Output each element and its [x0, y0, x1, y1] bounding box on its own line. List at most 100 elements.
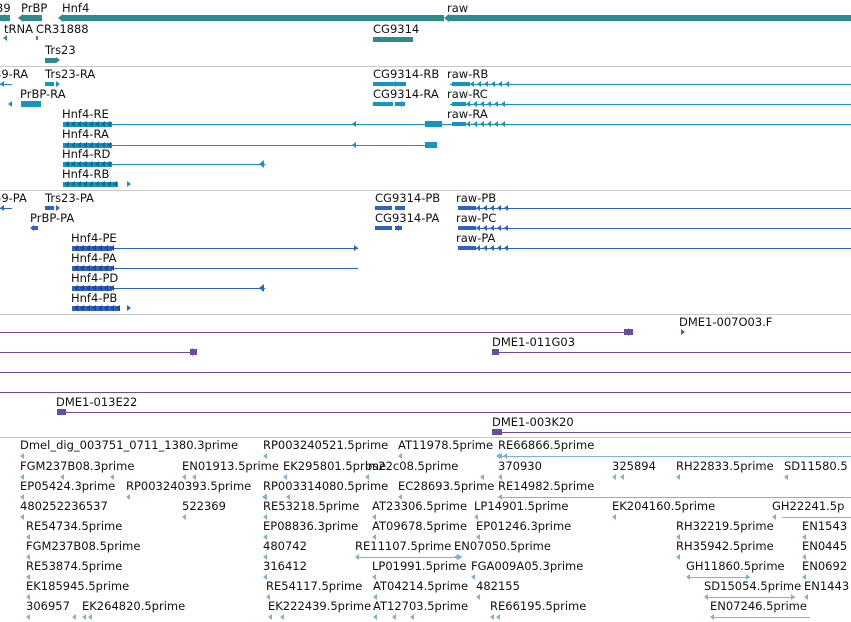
feature-label-re53218-5prime[interactable]: RE53218.5prime [263, 499, 360, 513]
gene-feature[interactable] [36, 36, 38, 40]
feature-label-re66195-5prime[interactable]: RE66195.5prime [490, 599, 587, 613]
gene-feature[interactable] [449, 15, 851, 21]
gene-feature[interactable] [45, 57, 56, 63]
exon-block[interactable] [373, 102, 393, 106]
feature-label-ek264820-5prime[interactable]: EK264820.5prime [82, 599, 186, 613]
feature-label-en1543[interactable]: EN1543 [802, 519, 848, 533]
feature-label-trs23[interactable]: Trs23 [45, 43, 76, 57]
exon-block[interactable] [32, 226, 38, 230]
feature-label-en0692[interactable]: EN0692 [802, 559, 848, 573]
feature-label-ec28693-5prime[interactable]: EC28693.5prime [398, 479, 495, 493]
feature-label-re53874-5prime[interactable]: RE53874.5prime [26, 559, 123, 573]
feature-label-cg9314-pa[interactable]: CG9314-PA [375, 211, 440, 225]
feature-label-ek185945-5prime[interactable]: EK185945.5prime [26, 579, 130, 593]
feature-label-ek204160-5prime[interactable]: EK204160.5prime [612, 499, 716, 513]
feature-label-rp003240521-5prime[interactable]: RP003240521.5prime [263, 438, 389, 452]
feature-label-trna[interactable]: tRNA [4, 22, 33, 36]
exon-block[interactable] [458, 226, 476, 230]
feature-label-ep05424-3prime[interactable]: EP05424.3prime [20, 479, 116, 493]
feature-label-dme1-003k20[interactable]: DME1-003K20 [492, 415, 574, 429]
feature-label-gh22241-5p[interactable]: GH22241.5p [772, 499, 845, 513]
feature-label-hnf4[interactable]: Hnf4 [62, 1, 90, 15]
feature-label-hnf4-ra[interactable]: Hnf4-RA [62, 127, 109, 141]
feature-label-lp01991-5prime[interactable]: LP01991.5prime [372, 559, 467, 573]
gene-feature[interactable] [63, 15, 444, 21]
feature-label-ek295801-5prime[interactable]: EK295801.5prime [283, 459, 387, 473]
feature-label-ep01246-3prime[interactable]: EP01246.3prime [476, 519, 572, 533]
feature-label-39[interactable]: 39 [0, 1, 11, 15]
feature-label-dme1-007o03-f[interactable]: DME1-007O03.F [679, 315, 773, 329]
feature-label-482155[interactable]: 482155 [476, 579, 520, 593]
exon-block[interactable] [393, 82, 406, 86]
exon-block[interactable] [375, 226, 392, 230]
feature-label-gh11860-5prime[interactable]: GH11860.5prime [686, 559, 785, 573]
feature-label-at12703-5prime[interactable]: AT12703.5prime [373, 599, 469, 613]
exon-block[interactable] [21, 101, 41, 107]
feature-label-dme1-013e22[interactable]: DME1-013E22 [56, 395, 138, 409]
gene-feature[interactable] [373, 36, 413, 42]
feature-label-fgm237b08-3prime[interactable]: FGM237B08.3prime [20, 459, 135, 473]
feature-label-re14982-5prime[interactable]: RE14982.5prime [498, 479, 595, 493]
feature-label-cg9314-rb[interactable]: CG9314-RB [373, 67, 440, 81]
feature-label-cr31888[interactable]: CR31888 [36, 22, 89, 36]
feature-label-at23306-5prime[interactable]: AT23306.5prime [372, 499, 468, 513]
feature-label-lp14901-5prime[interactable]: LP14901.5prime [474, 499, 569, 513]
exon-block[interactable] [452, 82, 470, 86]
feature-label-at11978-5prime[interactable]: AT11978.5prime [398, 438, 494, 452]
feature-label-raw-rc[interactable]: raw-RC [447, 87, 488, 101]
feature-label-prbp[interactable]: PrBP [21, 1, 48, 15]
feature-label-fga009a05-3prime[interactable]: FGA009A05.3prime [471, 559, 584, 573]
feature-label-re54117-5prime[interactable]: RE54117.5prime [266, 579, 363, 593]
feature-label-rh22833-5prime[interactable]: RH22833.5prime [676, 459, 774, 473]
exon-block[interactable] [452, 102, 466, 106]
feature-label-en01913-5prime[interactable]: EN01913.5prime [182, 459, 279, 473]
exon-block[interactable] [452, 122, 466, 126]
feature-label-316412[interactable]: 316412 [263, 559, 307, 573]
feature-label-raw-pa[interactable]: raw-PA [456, 231, 496, 245]
feature-label-en07050-5prime[interactable]: EN07050.5prime [454, 539, 551, 553]
feature-label-at04214-5prime[interactable]: AT04214.5prime [373, 579, 469, 593]
feature-label-en0445[interactable]: EN0445 [802, 539, 848, 553]
feature-label-prbp-ra[interactable]: PrBP-RA [20, 87, 66, 101]
feature-label-522369[interactable]: 522369 [182, 499, 226, 513]
feature-label-raw-ra[interactable]: raw-RA [447, 107, 488, 121]
feature-label-cg9314-pb[interactable]: CG9314-PB [375, 191, 441, 205]
feature-label-rh35942-5prime[interactable]: RH35942.5prime [676, 539, 774, 553]
clone-end[interactable] [57, 409, 66, 415]
feature-label-at09678-5prime[interactable]: AT09678.5prime [372, 519, 468, 533]
feature-label-sd11580-5[interactable]: SD11580.5 [784, 459, 848, 473]
exon-block[interactable] [375, 206, 392, 210]
exon-block[interactable] [63, 142, 112, 148]
feature-label-cg9314[interactable]: CG9314 [373, 22, 420, 36]
feature-label-cg9314-ra[interactable]: CG9314-RA [373, 87, 439, 101]
feature-label-306957[interactable]: 306957 [26, 599, 70, 613]
feature-label-hnf4-rb[interactable]: Hnf4-RB [62, 167, 110, 181]
exon-block[interactable] [63, 121, 112, 127]
feature-label-raw-pc[interactable]: raw-PC [456, 211, 497, 225]
feature-label-en07246-5prime[interactable]: EN07246.5prime [710, 599, 807, 613]
feature-label-rp003314080-5prime[interactable]: RP003314080.5prime [263, 479, 389, 493]
feature-label-39-ra[interactable]: 39-RA [0, 67, 29, 81]
feature-label-bs22c08-5prime[interactable]: bs22c08.5prime [365, 459, 459, 473]
feature-label-hnf4-pe[interactable]: Hnf4-PE [71, 231, 117, 245]
feature-label-re11107-5prime[interactable]: RE11107.5prime [355, 539, 452, 553]
exon-block[interactable] [45, 82, 54, 86]
feature-label-raw-rb[interactable]: raw-RB [447, 67, 489, 81]
exon-block[interactable] [425, 142, 437, 148]
feature-label-trs23-ra[interactable]: Trs23-RA [45, 67, 96, 81]
exon-block[interactable] [63, 161, 112, 167]
feature-label-dme1-011g03[interactable]: DME1-011G03 [492, 335, 576, 349]
feature-label-re66866-5prime[interactable]: RE66866.5prime [498, 438, 595, 452]
exon-block[interactable] [373, 82, 393, 86]
feature-label-trs23-pa[interactable]: Trs23-PA [45, 191, 94, 205]
feature-label-480742[interactable]: 480742 [263, 539, 307, 553]
clone-end[interactable] [492, 349, 499, 355]
feature-label-hnf4-pd[interactable]: Hnf4-PD [71, 271, 119, 285]
exon-block[interactable] [45, 206, 54, 210]
feature-label-raw[interactable]: raw [447, 1, 469, 15]
exon-block[interactable] [395, 206, 405, 210]
exon-block[interactable] [458, 246, 476, 250]
feature-label-hnf4-pb[interactable]: Hnf4-PB [71, 291, 118, 305]
feature-label-ep08836-3prime[interactable]: EP08836.3prime [263, 519, 359, 533]
feature-label-en1443[interactable]: EN1443 [804, 579, 850, 593]
